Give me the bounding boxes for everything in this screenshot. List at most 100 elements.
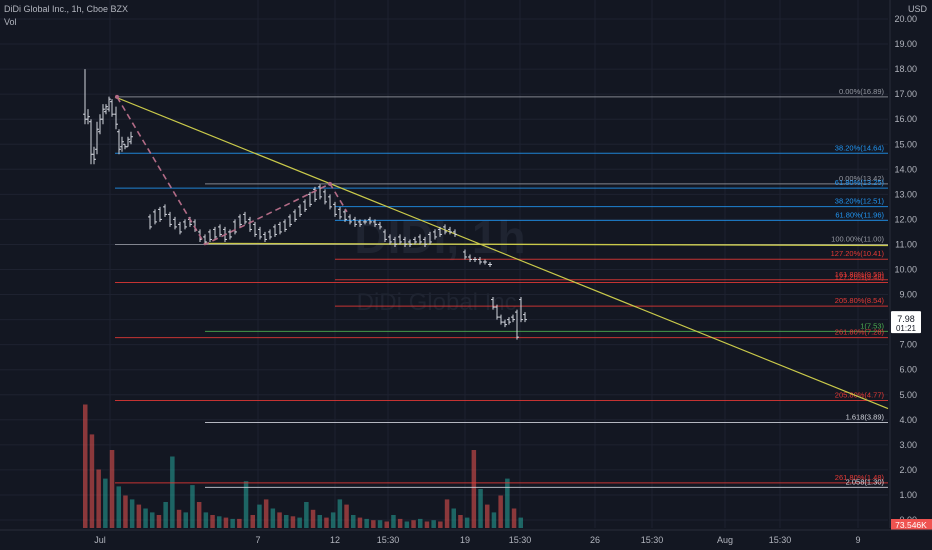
volume-bar [183, 512, 188, 528]
time-axis-tick: 15:30 [377, 535, 400, 545]
volume-bar [351, 515, 356, 528]
fib-level-label: 100.00%(11.00) [831, 234, 884, 243]
price-axis-tick: 3.00 [899, 440, 917, 450]
volume-indicator-label[interactable]: Vol [4, 17, 17, 27]
time-axis-tick: 15:30 [641, 535, 664, 545]
volume-bar [357, 517, 363, 528]
time-axis-tick: 26 [590, 535, 600, 545]
volume-bar [83, 404, 88, 528]
pattern-point [328, 181, 332, 186]
volume-bar [170, 456, 175, 528]
volume-bar [196, 502, 202, 528]
volume-bar [129, 499, 135, 528]
volume-bar [444, 499, 450, 528]
volume-bar [310, 509, 316, 528]
time-axis-tick: 7 [255, 535, 260, 545]
volume-bar [317, 515, 322, 528]
volume-bar [250, 515, 255, 528]
last-price-value: 7.98 [897, 314, 915, 324]
volume-bar [464, 517, 470, 528]
time-axis-tick: 19 [460, 535, 470, 545]
volume-bar [371, 520, 376, 528]
volume-bar [230, 518, 235, 528]
fib-level-label: 127.20%(9.48) [835, 273, 885, 282]
volume-bar [438, 521, 443, 528]
volume-bar [337, 499, 343, 528]
price-axis-tick: 11.00 [895, 239, 917, 249]
price-axis-tick: 16.00 [894, 114, 917, 124]
fib-level-label: 61.80%(11.96) [835, 210, 884, 219]
volume-bar [143, 508, 148, 528]
fib-level-label: 261.80%(7.28) [835, 328, 885, 337]
volume-bar [96, 469, 101, 528]
price-axis-tick: 9.00 [899, 290, 917, 300]
price-axis-tick: 19.00 [894, 39, 917, 49]
price-axis-tick: 20.00 [894, 14, 917, 24]
volume-bar [257, 504, 262, 528]
price-axis-tick: 5.00 [899, 390, 917, 400]
price-axis-tick: 14.00 [894, 164, 917, 174]
volume-bar [176, 509, 182, 528]
time-axis-tick: Jul [94, 535, 106, 545]
volume-bar [397, 518, 403, 528]
volume-bar [505, 478, 510, 528]
price-axis-tick: 15.00 [894, 139, 917, 149]
volume-bar [150, 512, 155, 528]
volume-bar [163, 502, 168, 528]
time-axis-bg [0, 530, 932, 550]
volume-bar [116, 486, 121, 528]
volume-bar [478, 489, 483, 528]
price-axis-tick: 18.00 [894, 64, 917, 74]
fib-level-label: 61.80%(13.25) [835, 178, 885, 187]
fib-level-label: 1(7.53) [860, 321, 884, 330]
price-axis-tick: 10.00 [894, 265, 917, 275]
volume-bar [190, 485, 195, 528]
volume-bar [270, 508, 276, 528]
volume-bar [391, 515, 396, 528]
fib-level-label: 1.618(3.89) [846, 413, 885, 422]
watermark-ticker: DIDI, 1h [354, 211, 525, 263]
price-axis-tick: 7.00 [899, 340, 917, 350]
volume-bar [511, 508, 517, 528]
time-axis-tick: 9 [855, 535, 860, 545]
volume-bar [364, 518, 369, 528]
price-axis-tick: 6.00 [899, 365, 917, 375]
volume-bar [136, 504, 142, 528]
pattern-point [115, 94, 119, 99]
volume-bar [237, 518, 242, 528]
volume-bar [156, 515, 162, 528]
volume-bar [418, 518, 423, 528]
volume-bar [330, 512, 336, 528]
time-axis-tick: 12 [330, 535, 340, 545]
bar-countdown: 01:21 [896, 324, 917, 333]
volume-bar [297, 517, 302, 528]
price-axis-tick: 17.00 [894, 89, 917, 99]
abcd-projection-path [116, 96, 348, 246]
volume-bar [109, 450, 115, 528]
price-axis-tick: 1.00 [899, 490, 917, 500]
volume-readout-value: 73.546K [895, 520, 927, 530]
volume-bar [304, 502, 309, 528]
volume-bar [210, 515, 215, 528]
volume-bar [491, 512, 497, 528]
fib-level-label: 161.80%(9.59) [835, 270, 885, 279]
fib-level-label: 205.80%(4.77) [835, 391, 885, 400]
price-axis-tick: 13.00 [894, 189, 917, 199]
volume-bar [123, 495, 128, 528]
fib-level-label: 0.00%(16.89) [839, 87, 885, 96]
volume-bar [424, 521, 430, 528]
price-axis-tick: 4.00 [899, 415, 917, 425]
volume-bar [518, 517, 523, 528]
fib-level-label: 0.00%(13.42) [839, 174, 885, 183]
price-axis-tick: 12.00 [894, 214, 917, 224]
symbol-title[interactable]: DiDi Global Inc., 1h, Cboe BZX [4, 4, 129, 14]
fib-level-label: 261.80%(1.48) [835, 473, 885, 482]
last-price-box [891, 311, 921, 334]
volume-bar [243, 481, 249, 528]
fib-level-label: 205.80%(8.54) [835, 296, 885, 305]
volume-bar [498, 495, 503, 528]
fib-level-label: 2.058(1.30) [846, 477, 885, 486]
volume-bar [485, 504, 490, 528]
